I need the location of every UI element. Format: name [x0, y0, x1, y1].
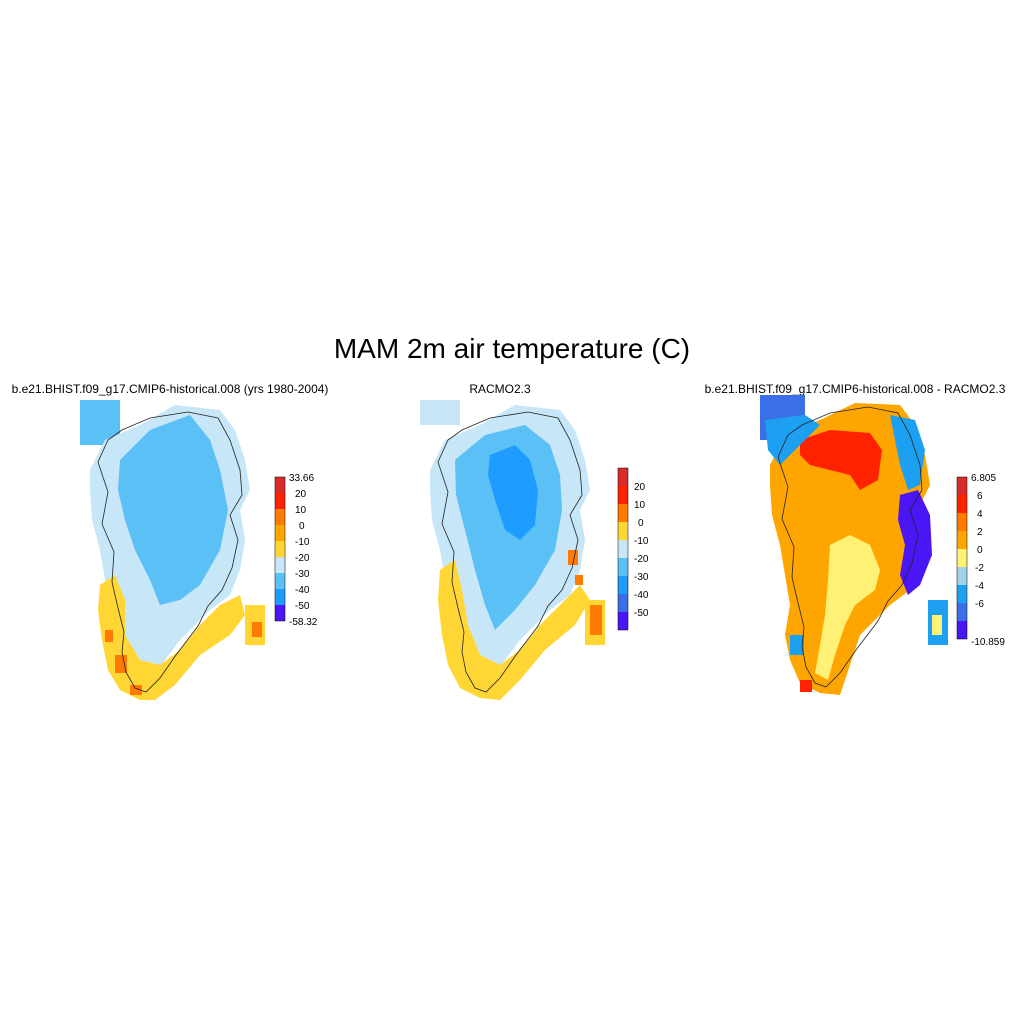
- cb-label: -10: [634, 536, 649, 547]
- cb-label: -40: [295, 585, 310, 596]
- east-island-light: [932, 615, 942, 635]
- south-coast-fill: [438, 560, 590, 700]
- cb-swatch: [275, 477, 285, 493]
- cb-label: 6.805: [971, 473, 996, 484]
- cb-swatch: [275, 589, 285, 605]
- cb-swatch: [618, 558, 628, 576]
- interior-fill: [118, 415, 228, 605]
- warm-patch: [130, 685, 142, 695]
- cb-swatch: [618, 612, 628, 630]
- warm-patch: [115, 655, 127, 673]
- cb-swatch: [618, 576, 628, 594]
- south-band-fill: [815, 535, 880, 680]
- warm-patch: [575, 575, 583, 585]
- east-island-warm: [252, 622, 262, 637]
- cb-frame: [274, 476, 286, 622]
- south-coast-fill: [98, 575, 245, 700]
- cb-frame: [956, 476, 968, 640]
- east-island-warm: [590, 605, 602, 635]
- panel-title-model: b.e21.BHIST.f09_g17.CMIP6-historical.008…: [11, 382, 329, 396]
- cb-swatch: [957, 495, 967, 513]
- cb-swatch: [957, 549, 967, 567]
- colorbar-racmo: 20 10 0 -10 -20 -30 -40 -50: [617, 467, 649, 631]
- cb-label: 20: [295, 489, 307, 500]
- cb-swatch: [275, 605, 285, 621]
- east-coast-blue: [890, 415, 925, 490]
- cb-label: -6: [975, 599, 984, 610]
- cb-label: -30: [634, 572, 649, 583]
- ellesmere-patch: [420, 400, 460, 425]
- cb-label: -50: [295, 601, 310, 612]
- cb-label: -20: [634, 554, 649, 565]
- cb-swatch: [618, 522, 628, 540]
- cb-frame: [617, 467, 629, 631]
- cb-swatch: [957, 513, 967, 531]
- figure-title: MAM 2m air temperature (C): [333, 333, 691, 364]
- cb-label: 4: [977, 509, 983, 520]
- cb-label: 33.66: [289, 473, 314, 484]
- cb-swatch: [957, 477, 967, 495]
- cb-label: 0: [299, 521, 305, 532]
- panel-title-difference: b.e21.BHIST.f09_g17.CMIP6-historical.008…: [704, 382, 1006, 396]
- cb-label: -50: [634, 608, 649, 619]
- colorbar-difference: 6.805 6 4 2 0 -2 -4 -6 -10.859: [956, 473, 1005, 648]
- cb-swatch: [275, 541, 285, 557]
- cb-label: -10.859: [971, 637, 1005, 648]
- south-tip-patch: [800, 680, 812, 692]
- cb-swatch: [275, 557, 285, 573]
- cb-swatch: [618, 504, 628, 522]
- cb-label: -20: [295, 553, 310, 564]
- cb-label: -2: [975, 563, 984, 574]
- cb-swatch: [618, 486, 628, 504]
- cb-label: 10: [634, 500, 646, 511]
- panel-title-racmo: RACMO2.3: [469, 382, 531, 396]
- map-racmo: [420, 400, 605, 700]
- cb-label: 0: [977, 545, 983, 556]
- north-coast-blue: [765, 415, 820, 465]
- cb-label: -10: [295, 537, 310, 548]
- cb-swatch: [618, 540, 628, 558]
- cb-swatch: [957, 531, 967, 549]
- east-coast-cold: [898, 490, 932, 595]
- cb-swatch: [618, 468, 628, 486]
- cb-swatch: [957, 585, 967, 603]
- map-model: [80, 400, 265, 700]
- cb-label: 10: [295, 505, 307, 516]
- cb-label: 2: [977, 527, 983, 538]
- cb-swatch: [275, 509, 285, 525]
- cb-label: 20: [634, 482, 646, 493]
- cb-swatch: [275, 493, 285, 509]
- warm-patch: [568, 550, 578, 565]
- cb-swatch: [275, 573, 285, 589]
- cb-label: 6: [977, 491, 983, 502]
- cb-label: -30: [295, 569, 310, 580]
- warm-patch: [105, 630, 113, 642]
- cb-swatch: [618, 594, 628, 612]
- north-warm-fill: [800, 430, 882, 490]
- cb-swatch: [275, 525, 285, 541]
- colorbar-model: 33.66 20 10 0 -10 -20 -30 -40 -50 -58.32: [274, 473, 318, 628]
- core-fill: [488, 445, 538, 540]
- cb-label: -40: [634, 590, 649, 601]
- cb-label: 0: [638, 518, 644, 529]
- cb-swatch: [957, 603, 967, 621]
- cb-label: -58.32: [289, 617, 318, 628]
- map-difference: [760, 395, 948, 695]
- south-tip-patch: [790, 635, 804, 655]
- cb-swatch: [957, 567, 967, 585]
- cb-swatch: [957, 621, 967, 639]
- cb-label: -4: [975, 581, 984, 592]
